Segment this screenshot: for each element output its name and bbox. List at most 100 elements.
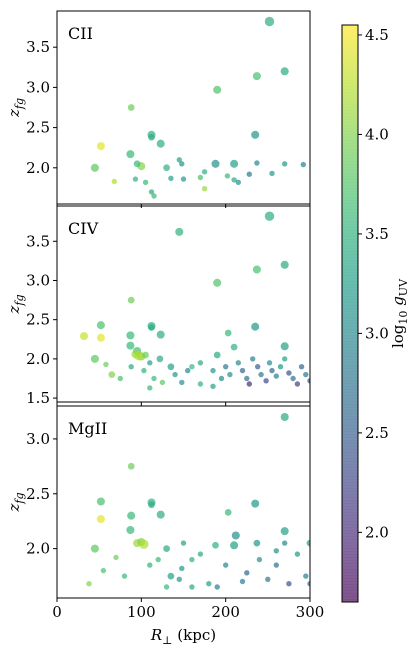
data-point xyxy=(180,540,187,546)
y-tick-label: 2.5 xyxy=(26,119,50,137)
data-point xyxy=(230,541,239,550)
data-point xyxy=(189,364,195,370)
y-tick-label: 2.5 xyxy=(26,311,50,329)
data-point xyxy=(227,371,233,378)
data-point xyxy=(224,173,231,179)
data-point xyxy=(244,375,250,382)
data-point xyxy=(230,343,238,351)
data-point xyxy=(90,163,99,172)
data-point xyxy=(96,321,105,330)
data-point xyxy=(148,133,155,141)
data-point xyxy=(197,174,204,181)
axes-frame xyxy=(56,205,311,403)
data-point xyxy=(141,367,147,374)
colorbar-tick-label: 2.5 xyxy=(365,424,389,442)
data-point xyxy=(79,332,89,341)
data-point xyxy=(273,562,279,568)
data-point xyxy=(316,376,321,381)
data-point xyxy=(218,375,225,382)
scatter-points xyxy=(86,412,310,590)
data-point xyxy=(96,142,105,151)
data-point xyxy=(90,544,99,553)
data-point xyxy=(96,333,105,342)
data-point xyxy=(163,164,170,172)
data-point xyxy=(256,556,263,563)
data-point xyxy=(148,189,155,195)
data-point xyxy=(127,104,135,111)
data-point xyxy=(142,179,149,185)
data-point xyxy=(251,499,260,508)
data-point xyxy=(175,227,184,236)
y-tick-label: 2.0 xyxy=(26,540,50,558)
data-point xyxy=(269,367,275,374)
x-tick-label: 0 xyxy=(52,603,62,621)
x-axis-label: R⊥ (kpc) xyxy=(150,626,216,647)
data-point xyxy=(197,551,204,557)
data-point xyxy=(176,157,182,163)
data-point xyxy=(155,556,161,563)
data-point xyxy=(126,341,135,350)
data-point xyxy=(282,356,288,362)
data-point xyxy=(280,527,289,536)
data-point xyxy=(280,67,289,76)
data-point xyxy=(185,367,191,374)
data-point xyxy=(156,139,165,148)
data-point xyxy=(128,364,134,370)
data-point xyxy=(139,539,149,549)
colorbar: 2.0 2.5 3.0 3.5 4.0 4.5 log10 gUV xyxy=(341,24,410,603)
data-point xyxy=(231,177,237,183)
data-point xyxy=(90,354,99,363)
colorbar-frame xyxy=(341,24,359,603)
data-point xyxy=(253,539,261,547)
y-tick-label: 3.0 xyxy=(26,78,50,96)
y-tick-label: 1.5 xyxy=(26,389,50,407)
data-point xyxy=(255,364,261,370)
colorbar-gradient xyxy=(342,25,358,602)
data-point xyxy=(100,567,107,574)
axes-frame xyxy=(56,405,311,599)
data-point xyxy=(251,322,260,331)
scatter-points xyxy=(90,16,306,199)
data-point xyxy=(142,351,149,359)
y-tick-label: 2.0 xyxy=(26,159,50,177)
data-point xyxy=(250,356,256,362)
y-tick-label: 3.0 xyxy=(26,271,50,289)
data-point xyxy=(172,371,178,378)
data-point xyxy=(179,565,185,572)
data-point xyxy=(156,355,164,363)
panel-mgii: 2.0 2.5 3.0 0 100 200 300 zfg MgII R⊥ (kpc) xyxy=(5,405,325,647)
data-point xyxy=(290,375,296,382)
data-point xyxy=(235,360,241,366)
data-point xyxy=(224,509,232,516)
data-point xyxy=(96,514,105,524)
data-point xyxy=(96,497,105,506)
data-point xyxy=(111,178,118,185)
data-point xyxy=(121,573,128,579)
data-point xyxy=(126,150,135,159)
data-point xyxy=(224,329,232,337)
x-tick-label: 100 xyxy=(127,603,156,621)
data-point xyxy=(273,548,279,554)
data-point xyxy=(282,540,288,546)
data-point xyxy=(127,296,135,304)
data-point xyxy=(127,511,136,520)
data-point xyxy=(163,584,170,590)
data-point xyxy=(167,572,175,580)
colorbar-tick-label: 3.5 xyxy=(365,225,389,243)
data-point xyxy=(156,330,165,339)
data-point xyxy=(251,130,260,139)
data-point xyxy=(252,265,261,274)
data-point xyxy=(189,556,195,563)
x-tick-label: 300 xyxy=(296,603,325,621)
panel-label: CII xyxy=(68,24,93,43)
data-point xyxy=(214,584,220,590)
data-point xyxy=(147,562,153,568)
data-point xyxy=(127,462,135,470)
colorbar-label: log10 gUV xyxy=(389,278,410,348)
data-point xyxy=(280,342,289,351)
colorbar-tick-label: 4.5 xyxy=(365,26,389,44)
panel-label: MgII xyxy=(68,419,107,438)
data-point xyxy=(223,364,229,370)
data-point xyxy=(179,379,185,386)
